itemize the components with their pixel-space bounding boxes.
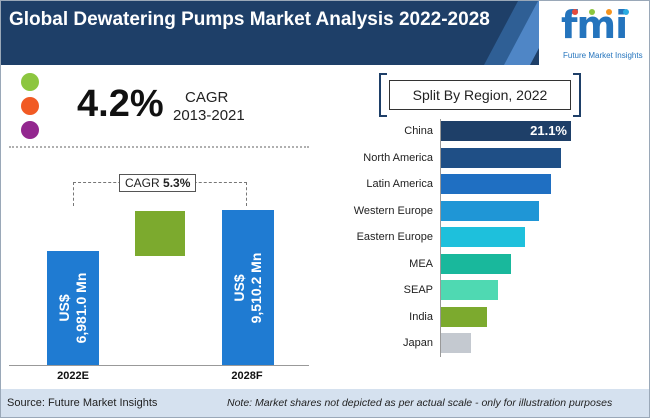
bar-label-2028f: US$ 9,510.2 Mn [231,252,265,323]
cagr-annotation-label: CAGR [125,176,160,190]
cagr-annotation-value: 5.3% [163,176,191,190]
region-bar [441,174,552,194]
region-bar [441,200,539,221]
region-bar [441,306,488,327]
cagr-period: 2013-2021 [173,107,245,124]
x-axis [9,365,309,366]
region-label: India [409,310,433,323]
bar-label-line: 6,981.0 Mn [73,272,89,344]
x-tick-2022e: 2022E [57,370,89,382]
logo-dot [572,9,578,15]
bar-2028f: US$ 9,510.2 Mn [222,210,274,365]
region-value-label: 21.1% [530,123,567,138]
bar-label-line: US$ [56,294,72,322]
cagr-value: 4.2% [77,83,164,125]
region-label: Japan [403,337,433,349]
bar-label-line: US$ [231,273,247,302]
footnote: Note: Market shares not depicted as per … [227,397,613,409]
title-bracket-right [573,73,581,117]
page-title: Global Dewatering Pumps Market Analysis … [9,9,490,30]
region-bar [441,333,471,353]
source-text: Source: Future Market Insights [7,397,158,409]
logo-dot [623,9,629,15]
region-label: Latin America [366,178,433,190]
bar-label-2022e: US$ 6,981.0 Mn [56,273,90,344]
x-tick-2028f: 2028F [231,370,263,382]
bar-2022e: US$ 6,981.0 Mn [47,251,99,365]
region-axis [440,119,441,357]
region-label: MEA [409,257,433,270]
cagr-label: CAGR [185,89,229,106]
region-label: Eastern Europe [356,231,433,243]
logo-dot [606,9,612,15]
region-label: Western Europe [353,204,433,217]
region-bar [441,147,561,168]
header-banner: Global Dewatering Pumps Market Analysis … [1,1,649,65]
region-chart-title: Split By Region, 2022 [389,80,571,110]
title-bracket-left [379,73,387,117]
region-bar [441,253,512,274]
logo-subtitle: Future Market Insights [563,51,643,60]
legend-dot-purple [21,121,39,139]
region-bar [441,227,525,247]
divider [9,146,309,148]
region-label: China [404,125,433,137]
logo-dot [589,9,595,15]
region-label: North America [363,151,433,164]
footer: Source: Future Market Insights Note: Mar… [1,389,649,417]
region-bar [441,280,499,300]
legend-dot-orange [21,97,39,115]
region-label: SEAP [403,284,433,296]
region-bar: 21.1% [441,121,571,141]
cagr-annotation: CAGR 5.3% [119,174,197,192]
legend-dot-green [21,73,39,91]
increment-bar [135,211,185,256]
bar-label-line: 9,510.2 Mn [248,252,264,323]
